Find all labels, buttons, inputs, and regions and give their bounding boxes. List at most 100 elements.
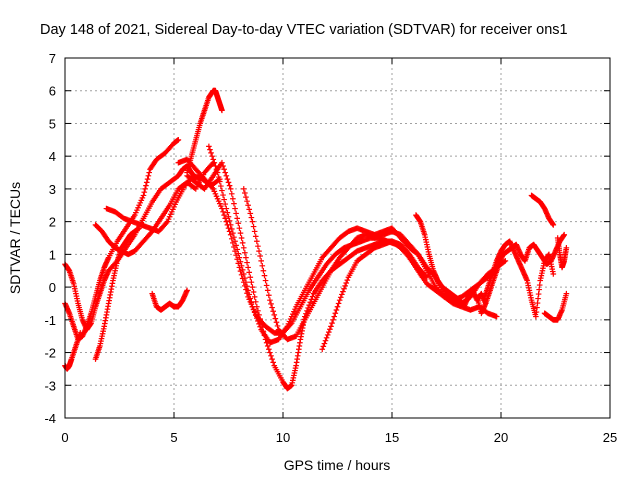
y-tick-label: 6	[49, 84, 56, 99]
data-point	[224, 219, 230, 225]
data-point	[337, 297, 343, 303]
data-point	[268, 353, 274, 359]
x-axis-title: GPS time / hours	[284, 457, 391, 473]
data-point	[254, 238, 260, 244]
data-point	[226, 180, 232, 186]
data-point	[335, 304, 341, 310]
data-point	[244, 198, 250, 204]
y-tick-label: -1	[44, 313, 56, 328]
data-marks	[62, 88, 569, 391]
x-tick-label: 25	[603, 430, 617, 445]
y-axis-title: SDTVAR / TECUs	[7, 182, 23, 294]
data-point	[222, 170, 228, 176]
data-point	[257, 253, 263, 259]
data-point	[210, 157, 216, 163]
data-point	[246, 207, 252, 213]
data-point	[220, 192, 226, 198]
chart-title: Day 148 of 2021, Sidereal Day-to-day VTE…	[40, 22, 568, 38]
data-point	[246, 270, 252, 276]
data-point	[345, 277, 351, 283]
data-point	[245, 265, 251, 271]
y-tick-label: -4	[44, 411, 56, 426]
data-point	[252, 229, 258, 235]
data-point	[248, 211, 254, 217]
data-point	[327, 326, 333, 332]
y-tick-label: 7	[49, 51, 56, 66]
data-point	[242, 190, 248, 196]
data-point	[255, 243, 261, 249]
data-point	[274, 319, 280, 325]
y-tick-label: 2	[49, 215, 56, 230]
data-point	[249, 215, 255, 221]
data-point	[334, 307, 340, 313]
data-point	[270, 360, 276, 366]
data-point	[269, 356, 275, 362]
data-point	[323, 338, 329, 344]
data-point	[258, 258, 264, 264]
data-point	[256, 248, 262, 254]
x-tick-label: 10	[276, 430, 290, 445]
data-point	[250, 284, 256, 290]
data-point	[245, 202, 251, 208]
data-point	[206, 144, 212, 150]
series-track-12	[241, 186, 499, 342]
data-point	[267, 297, 273, 303]
data-point	[224, 173, 230, 179]
data-point	[319, 346, 325, 352]
data-point	[263, 278, 269, 284]
data-point	[221, 197, 227, 203]
data-point	[322, 341, 328, 347]
data-point	[325, 332, 331, 338]
series-track-18	[542, 291, 569, 323]
data-point	[331, 314, 337, 320]
data-point	[229, 191, 235, 197]
data-point	[224, 206, 230, 212]
data-point	[227, 183, 233, 189]
data-point	[267, 350, 273, 356]
data-point	[270, 308, 276, 314]
series-track-17	[529, 193, 556, 228]
data-point	[232, 206, 238, 212]
data-point	[239, 235, 245, 241]
data-point	[228, 186, 234, 192]
data-point	[221, 166, 227, 172]
data-point	[339, 292, 345, 298]
series-track-8	[149, 288, 189, 313]
data-point	[240, 240, 246, 246]
x-tick-label: 0	[61, 430, 68, 445]
data-point	[328, 324, 334, 330]
data-point	[208, 150, 214, 156]
data-point	[324, 335, 330, 341]
data-point	[237, 225, 243, 231]
data-point	[230, 196, 236, 202]
data-point	[244, 260, 250, 266]
data-point	[326, 329, 332, 335]
x-tick-label: 20	[494, 430, 508, 445]
data-point	[241, 245, 247, 251]
data-point	[329, 320, 335, 326]
y-tick-label: 4	[49, 149, 56, 164]
sdtvar-chart: Day 148 of 2021, Sidereal Day-to-day VTE…	[0, 0, 640, 480]
data-point	[234, 216, 240, 222]
data-point	[330, 317, 336, 323]
data-point	[220, 209, 226, 215]
data-point	[336, 301, 342, 307]
data-point	[143, 183, 149, 189]
data-point	[209, 153, 215, 159]
data-point	[218, 183, 224, 189]
data-point	[262, 273, 268, 279]
data-point	[261, 268, 267, 274]
data-point	[342, 283, 348, 289]
data-point	[340, 289, 346, 295]
data-point	[142, 186, 148, 192]
data-point	[145, 176, 151, 182]
y-tick-label: 0	[49, 280, 56, 295]
data-point	[141, 189, 147, 195]
data-point	[265, 288, 271, 294]
data-point	[333, 310, 339, 316]
data-point	[275, 323, 281, 329]
data-point	[321, 344, 327, 350]
data-point	[250, 219, 256, 225]
data-point	[146, 173, 152, 179]
data-point	[248, 274, 254, 280]
